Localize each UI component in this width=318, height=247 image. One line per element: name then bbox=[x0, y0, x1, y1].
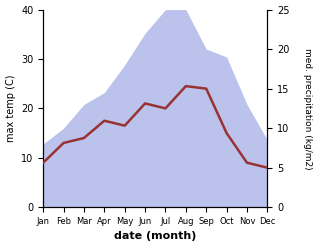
Y-axis label: med. precipitation (kg/m2): med. precipitation (kg/m2) bbox=[303, 48, 313, 169]
X-axis label: date (month): date (month) bbox=[114, 231, 197, 242]
Y-axis label: max temp (C): max temp (C) bbox=[5, 75, 16, 142]
